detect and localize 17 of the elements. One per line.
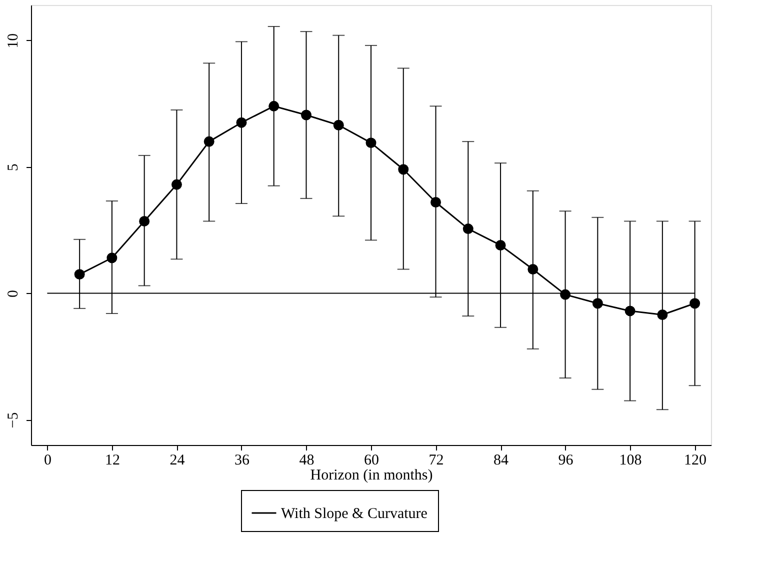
x-tick-label: 120 bbox=[684, 452, 707, 468]
x-tick-label: 48 bbox=[299, 452, 314, 468]
x-tick-label: 12 bbox=[104, 452, 120, 468]
y-tick-label: 5 bbox=[6, 164, 22, 172]
y-tick-label: 10 bbox=[6, 33, 22, 48]
x-axis-title: Horizon (in months) bbox=[310, 468, 433, 484]
x-tick-label: 72 bbox=[428, 452, 444, 468]
x-tick-label: 0 bbox=[44, 452, 52, 468]
x-tick-label: 24 bbox=[170, 452, 186, 468]
y-tick-label: −5 bbox=[6, 412, 22, 428]
x-tick-label: 96 bbox=[558, 452, 574, 468]
x-tick-label: 60 bbox=[364, 452, 379, 468]
x-tick-label: 84 bbox=[494, 452, 510, 468]
x-tick-label: 108 bbox=[619, 452, 642, 468]
x-tick-label: 36 bbox=[234, 452, 250, 468]
legend-label: With Slope & Curvature bbox=[281, 506, 428, 522]
y-tick-label: 0 bbox=[6, 290, 22, 298]
